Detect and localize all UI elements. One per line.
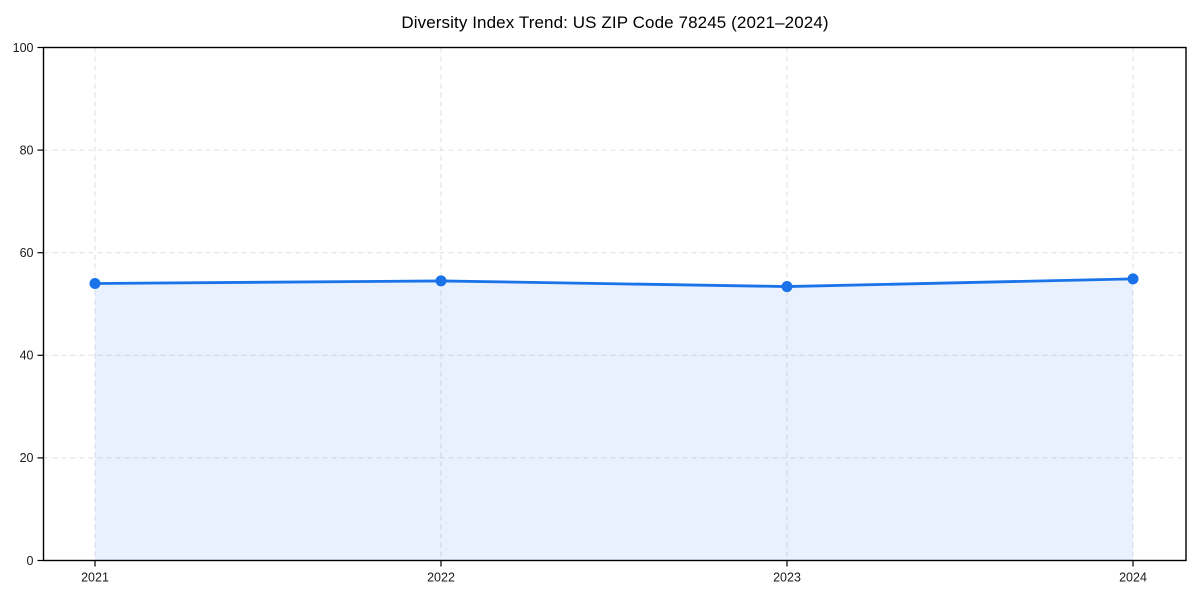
chart-title: Diversity Index Trend: US ZIP Code 78245… xyxy=(401,13,829,32)
x-tick-label-2022: 2022 xyxy=(427,571,455,585)
y-tick-label-20: 20 xyxy=(20,451,34,465)
data-point-2024 xyxy=(1127,273,1139,285)
trend-line xyxy=(93,277,1135,288)
data-point-2023 xyxy=(781,281,793,293)
area-fill xyxy=(95,278,1133,561)
y-tick-label-40: 40 xyxy=(20,349,34,363)
y-tick-label-80: 80 xyxy=(20,143,34,157)
x-tick-label-2021: 2021 xyxy=(81,571,109,585)
x-tick-label-2024: 2024 xyxy=(1119,571,1147,585)
plot-border xyxy=(42,46,1187,562)
y-tick-label-100: 100 xyxy=(13,41,34,55)
x-tick-label-2023: 2023 xyxy=(773,571,801,585)
data-point-2021 xyxy=(89,277,101,289)
y-tick-label-0: 0 xyxy=(27,554,34,568)
y-tick-label-60: 60 xyxy=(20,246,34,260)
data-point-2022 xyxy=(435,275,447,287)
